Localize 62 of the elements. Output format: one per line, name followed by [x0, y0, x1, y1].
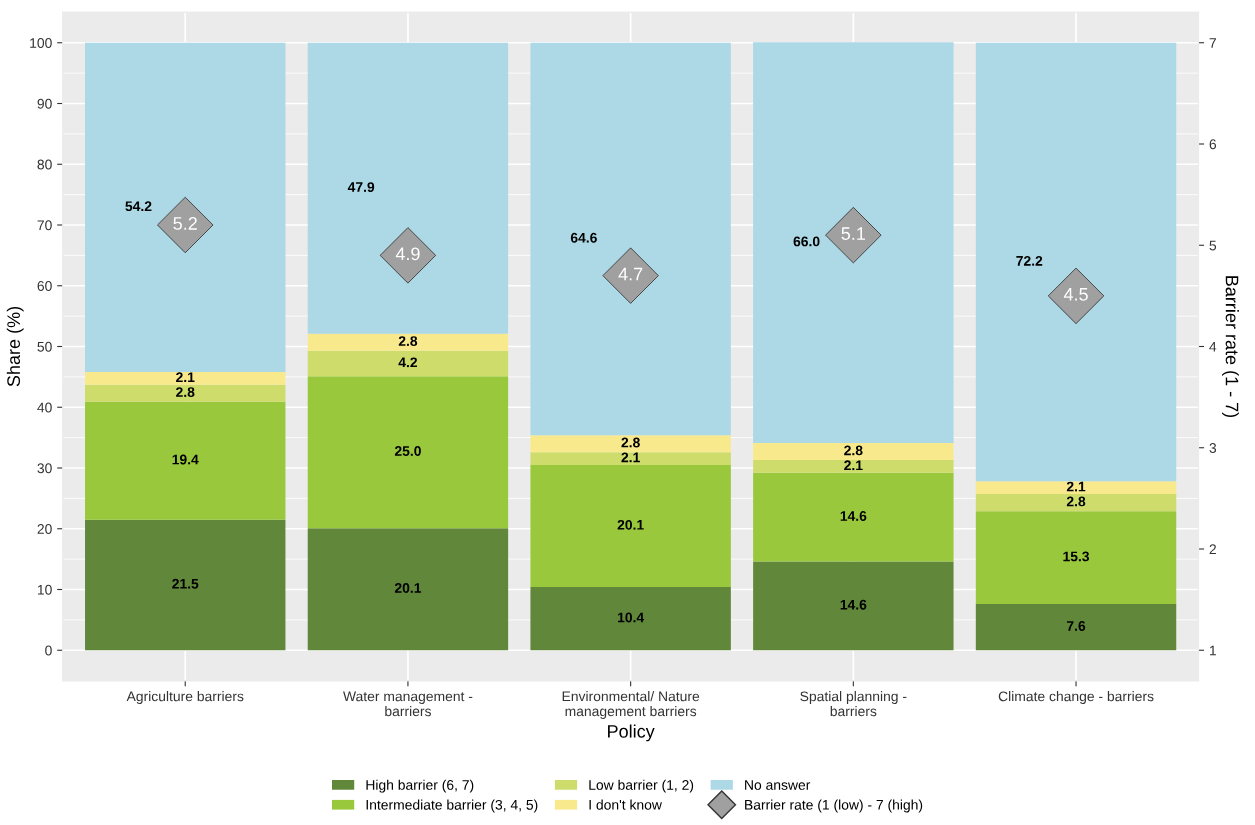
- y-tick-label: 80: [37, 159, 52, 170]
- y2-tick-label: 5: [1209, 240, 1217, 251]
- data-label: 2.8: [844, 445, 863, 456]
- data-label: 66.0: [793, 236, 820, 247]
- legend-label: Low barrier (1, 2): [589, 779, 694, 793]
- data-label: 25.0: [394, 446, 421, 456]
- y-tick-label: 40: [37, 402, 52, 413]
- data-label: 15.3: [1063, 551, 1090, 562]
- y2-tick-label: 4: [1209, 341, 1217, 352]
- data-label: 5.1: [841, 227, 866, 240]
- y2-tick-label: 2: [1209, 544, 1216, 555]
- y2-tick-label: 7: [1209, 38, 1216, 48]
- data-label: 4.9: [395, 247, 420, 261]
- data-label: 64.6: [570, 232, 597, 243]
- legend-label: I don't know: [589, 799, 662, 810]
- x-tick-label: Agriculture barriers: [126, 691, 244, 704]
- x-tick-label: Water management - barriers: [343, 691, 473, 717]
- y-tick-label: 70: [37, 220, 52, 231]
- legend-label: Intermediate barrier (3, 4, 5): [366, 799, 538, 813]
- y-tick-label: 20: [37, 524, 52, 534]
- legend-label: High barrier (6, 7): [366, 779, 474, 793]
- y-tick-label: 30: [37, 463, 52, 474]
- y-tick-label: 90: [37, 98, 52, 109]
- data-label: 2.1: [844, 460, 863, 471]
- y2-tick-label: 6: [1209, 139, 1217, 150]
- y-tick-label: 10: [37, 584, 52, 595]
- y2-tick-label: 1: [1210, 645, 1216, 656]
- data-label: 10.4: [618, 612, 645, 623]
- data-label: 4.7: [618, 267, 643, 281]
- y-tick-label: 100: [30, 38, 52, 48]
- data-label: 2.8: [176, 387, 195, 398]
- legend-label: Barrier rate (1 (low) - 7 (high): [745, 799, 923, 813]
- data-label: 4.5: [1063, 288, 1088, 301]
- y-tick-label: 0: [45, 645, 52, 656]
- data-label: 4.2: [398, 357, 418, 368]
- x-axis-title: Policy: [608, 724, 655, 742]
- data-label: 20.1: [394, 583, 422, 593]
- data-label: 2.8: [621, 437, 640, 448]
- y-tick-label: 50: [37, 341, 52, 352]
- data-label: 5.2: [173, 217, 197, 230]
- data-label: 19.4: [172, 454, 199, 465]
- y-axis-title: Share (%): [6, 306, 24, 387]
- y-tick-label: 60: [37, 281, 52, 291]
- x-tick-label: Environmental/ Nature management barriers: [562, 691, 700, 719]
- x-tick-label: Climate change - barriers: [998, 691, 1154, 704]
- data-label: 14.6: [840, 599, 867, 610]
- data-label: 2.8: [1066, 496, 1086, 507]
- y2-tick-label: 3: [1209, 443, 1217, 453]
- data-label: 2.1: [176, 372, 195, 382]
- data-label: 20.1: [617, 519, 644, 530]
- y2-axis-title: Barrier rate (1 - 7): [1222, 276, 1239, 418]
- data-label: 2.8: [398, 336, 418, 346]
- data-label: 2.1: [621, 452, 640, 463]
- legend-label: No answer: [745, 780, 811, 790]
- data-label: 14.6: [840, 511, 867, 521]
- data-label: 21.5: [172, 578, 199, 589]
- data-label: 47.9: [347, 182, 375, 192]
- data-label: 72.2: [1016, 255, 1043, 266]
- x-tick-label: Spatial planning - barriers: [800, 691, 907, 717]
- data-label: 7.6: [1066, 621, 1086, 631]
- data-label: 54.2: [125, 201, 152, 212]
- data-label: 2.1: [1066, 481, 1086, 492]
